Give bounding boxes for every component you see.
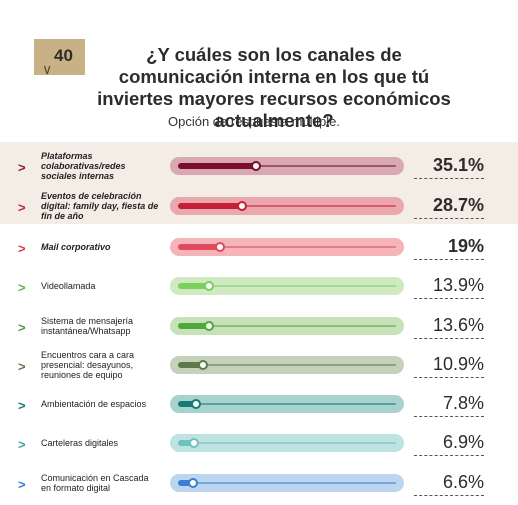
category-label: Carteleras digitales <box>41 438 119 448</box>
category-label: Encuentros cara a cara presencial: desay… <box>41 350 135 380</box>
bar-fill <box>178 203 241 209</box>
category-label: Mail corporativo <box>41 242 111 252</box>
chart-row: > Videollamada 13.9% <box>0 267 518 305</box>
bar-knob <box>188 478 199 488</box>
chart-row: > Sistema de mensajería instantánea/Whats… <box>0 307 518 345</box>
bar-baseline <box>178 246 396 248</box>
value-label: 13.9% <box>414 275 484 299</box>
bar-baseline <box>178 285 396 287</box>
question-title: ¿Y cuáles son los canales de comunicació… <box>97 44 451 131</box>
chart-row: > Eventos de celebración digital: family … <box>0 187 518 225</box>
chevron-right-icon: > <box>18 437 26 452</box>
bar-knob <box>215 242 226 252</box>
bar-fill <box>178 480 193 486</box>
chevron-right-icon: > <box>18 200 26 215</box>
chart-row: > Plataformas colaborativas/redes sociale… <box>0 147 518 185</box>
bar-track <box>170 197 404 215</box>
value-label: 6.9% <box>414 432 484 456</box>
question-number: 40 <box>54 46 73 65</box>
bar-fill <box>178 163 255 169</box>
bar-baseline <box>178 205 396 207</box>
bar-knob <box>189 438 200 448</box>
bar-fill <box>178 244 220 250</box>
bar-knob <box>197 360 208 370</box>
chart-row: > Ambientación de espacios 7.8% <box>0 385 518 423</box>
chevron-right-icon: > <box>18 320 26 335</box>
category-label: Videollamada <box>41 281 96 291</box>
value-label: 7.8% <box>414 393 484 417</box>
value-label: 13.6% <box>414 315 484 339</box>
chart-row: > Mail corporativo 19% <box>0 228 518 266</box>
chevron-right-icon: > <box>18 280 26 295</box>
chart-row: > Encuentros cara a cara presencial: desa… <box>0 346 518 384</box>
value-label: 6.6% <box>414 472 484 496</box>
bar-track <box>170 317 404 335</box>
bar-track <box>170 238 404 256</box>
bar-knob <box>191 399 201 409</box>
question-number-badge: 40 ∨ <box>34 39 85 77</box>
bar-track <box>170 395 404 413</box>
bar-baseline <box>178 165 396 167</box>
category-label: Sistema de mensajería instantánea/Whatsa… <box>41 316 134 336</box>
value-label: 10.9% <box>414 354 484 378</box>
bar-knob <box>250 161 261 171</box>
chevron-down-icon: ∨ <box>42 61 53 77</box>
value-label: 19% <box>414 236 484 260</box>
chevron-right-icon: > <box>18 359 26 374</box>
bar-baseline <box>178 482 396 484</box>
bar-fill <box>178 283 209 289</box>
chevron-right-icon: > <box>18 241 26 256</box>
bar-track <box>170 434 404 452</box>
bar-track <box>170 157 404 175</box>
bar-knob <box>204 281 215 291</box>
question-subtitle: Opción de respuesta múltiple. <box>168 114 340 129</box>
chevron-right-icon: > <box>18 477 26 492</box>
bar-baseline <box>178 442 396 444</box>
value-label: 35.1% <box>414 155 484 179</box>
category-label: Plataformas colaborativas/redes sociales… <box>41 151 126 181</box>
bar-track <box>170 277 404 295</box>
category-label: Comunicación en Cascada en formato digit… <box>41 473 149 493</box>
bar-knob <box>236 201 247 211</box>
value-label: 28.7% <box>414 195 484 219</box>
chart-row: > Comunicación en Cascada en formato digi… <box>0 464 518 502</box>
bar-baseline <box>178 325 396 327</box>
chevron-right-icon: > <box>18 160 26 175</box>
bar-track <box>170 356 404 374</box>
category-label: Ambientación de espacios <box>41 399 147 409</box>
bar-fill <box>178 323 208 329</box>
bar-fill <box>178 401 195 407</box>
chart-row: > Carteleras digitales 6.9% <box>0 424 518 462</box>
bar-fill <box>178 440 194 446</box>
bar-knob <box>203 321 214 331</box>
category-label: Eventos de celebración digital: family d… <box>41 191 159 221</box>
bar-baseline <box>178 403 396 405</box>
chevron-right-icon: > <box>18 398 26 413</box>
bar-baseline <box>178 364 396 366</box>
bar-track <box>170 474 404 492</box>
bar-fill <box>178 362 202 368</box>
